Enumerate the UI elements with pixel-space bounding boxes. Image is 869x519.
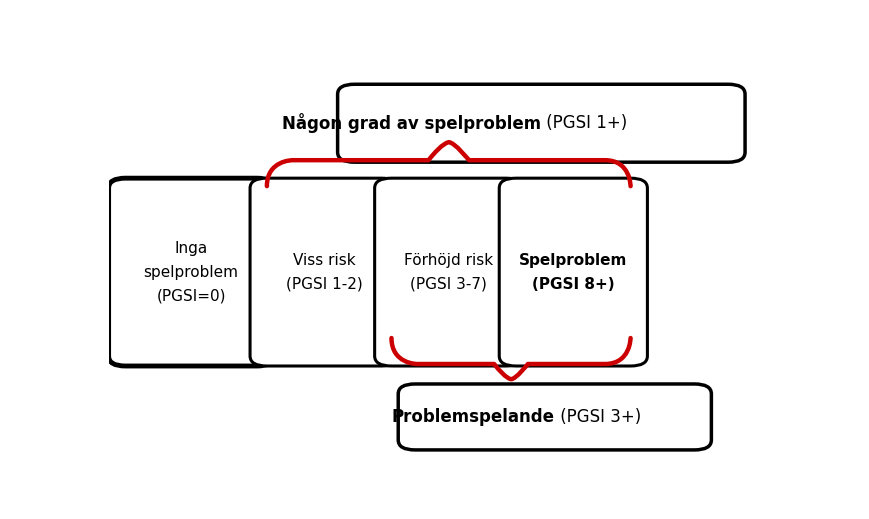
Text: (PGSI 3+): (PGSI 3+) (554, 408, 641, 426)
Text: (PGSI 1-2): (PGSI 1-2) (286, 277, 362, 292)
Text: (PGSI 8+): (PGSI 8+) (532, 277, 614, 292)
Text: Problemspelande: Problemspelande (392, 408, 554, 426)
FancyBboxPatch shape (375, 178, 523, 366)
Text: (PGSI=0): (PGSI=0) (156, 289, 226, 304)
Text: (PGSI 3-7): (PGSI 3-7) (410, 277, 488, 292)
FancyBboxPatch shape (398, 384, 712, 450)
Text: Någon grad av spelproblem: Någon grad av spelproblem (282, 113, 541, 133)
Text: Förhöjd risk: Förhöjd risk (404, 253, 494, 268)
FancyBboxPatch shape (337, 84, 745, 162)
Text: Spelproblem: Spelproblem (519, 253, 627, 268)
Text: Viss risk: Viss risk (293, 253, 355, 268)
FancyBboxPatch shape (250, 178, 398, 366)
FancyBboxPatch shape (499, 178, 647, 366)
FancyBboxPatch shape (109, 178, 274, 366)
Text: spelproblem: spelproblem (143, 265, 239, 280)
Text: (PGSI 1+): (PGSI 1+) (541, 114, 627, 132)
Text: Inga: Inga (175, 241, 208, 256)
